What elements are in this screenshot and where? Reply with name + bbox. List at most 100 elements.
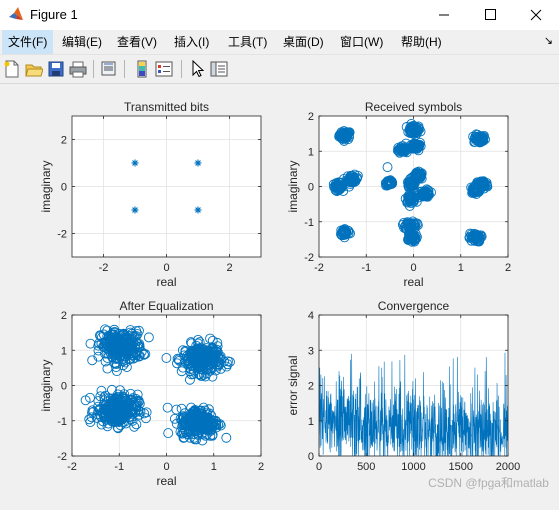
circle-marker bbox=[85, 338, 96, 349]
print-preview-icon[interactable] bbox=[100, 60, 118, 78]
pointer-icon[interactable] bbox=[188, 60, 206, 78]
circle-marker bbox=[380, 178, 391, 189]
close-icon bbox=[530, 9, 542, 21]
print-icon[interactable] bbox=[69, 60, 87, 78]
circle-marker bbox=[338, 186, 349, 196]
circle-marker bbox=[141, 407, 152, 418]
figure-canvas: -2 0 2 -2 0 2 Transmitted bits real imaginary -2-… bbox=[0, 84, 559, 505]
circle-marker bbox=[99, 395, 110, 406]
circle-marker bbox=[214, 359, 224, 370]
circle-marker bbox=[472, 231, 483, 242]
circle-marker bbox=[411, 139, 422, 150]
circle-marker bbox=[85, 392, 95, 403]
save-icon[interactable] bbox=[47, 60, 65, 78]
circle-marker bbox=[108, 350, 119, 361]
legend-icon[interactable] bbox=[155, 60, 173, 78]
window-title: Figure 1 bbox=[30, 7, 78, 22]
menu-desktop[interactable]: 桌面(D) bbox=[283, 35, 324, 49]
circle-marker bbox=[140, 413, 151, 424]
circle-marker bbox=[344, 127, 355, 138]
circle-marker bbox=[401, 144, 412, 155]
menu-edit[interactable]: 编辑(E) bbox=[62, 35, 102, 49]
circle-marker bbox=[184, 374, 195, 385]
x-tick-label: 2 bbox=[505, 262, 511, 274]
circle-marker bbox=[403, 228, 414, 239]
circle-marker bbox=[111, 366, 122, 377]
maximize-button[interactable] bbox=[467, 0, 513, 30]
x-tick-label: 0 bbox=[410, 262, 416, 274]
asterisk-marker bbox=[194, 206, 202, 214]
plot-title: After Equalization bbox=[119, 299, 213, 313]
circle-marker bbox=[214, 419, 225, 429]
circle-marker bbox=[184, 426, 195, 437]
x-axis-label: real bbox=[156, 275, 176, 289]
y-tick-label: 1 bbox=[308, 146, 314, 158]
circle-marker bbox=[476, 136, 487, 147]
circle-marker bbox=[126, 394, 137, 405]
circle-marker bbox=[410, 228, 421, 239]
circle-marker bbox=[413, 145, 424, 156]
y-tick-label: 3 bbox=[308, 345, 314, 357]
circle-marker bbox=[481, 179, 492, 190]
circle-marker bbox=[172, 358, 182, 369]
x-tick-label: 0 bbox=[316, 461, 322, 473]
menu-file[interactable]: 文件(F) bbox=[2, 30, 54, 54]
menu-insert[interactable]: 插入(I) bbox=[174, 35, 210, 49]
menu-tools[interactable]: 工具(T) bbox=[228, 35, 268, 49]
circle-marker bbox=[185, 432, 195, 443]
y-axis-label: imaginary bbox=[286, 160, 300, 212]
toolbar-separator bbox=[124, 60, 125, 78]
open-file-icon[interactable] bbox=[25, 60, 43, 78]
menu-help[interactable]: 帮助(H) bbox=[401, 35, 442, 49]
circle-marker bbox=[180, 345, 191, 356]
asterisk-marker bbox=[131, 206, 139, 214]
minimize-button[interactable] bbox=[421, 0, 467, 30]
circle-marker bbox=[131, 400, 142, 411]
circle-marker bbox=[206, 363, 217, 374]
circle-marker bbox=[99, 342, 110, 352]
menu-window[interactable]: 窗口(W) bbox=[340, 35, 384, 49]
circle-marker bbox=[347, 175, 358, 186]
circle-marker bbox=[185, 337, 196, 348]
circle-marker bbox=[479, 180, 490, 191]
title-bar[interactable]: Figure 1 bbox=[0, 0, 559, 30]
circle-marker bbox=[113, 394, 124, 405]
y-tick-label: -1 bbox=[57, 416, 67, 428]
circle-marker bbox=[190, 404, 200, 415]
y-tick-label: -2 bbox=[304, 252, 314, 264]
circle-marker bbox=[201, 412, 212, 423]
y-tick-label: 0 bbox=[61, 381, 67, 393]
circle-marker bbox=[412, 141, 423, 152]
circle-marker bbox=[183, 353, 194, 363]
menu-view[interactable]: 查看(V) bbox=[117, 35, 157, 49]
close-button[interactable] bbox=[513, 0, 559, 30]
circle-marker bbox=[200, 371, 211, 382]
y-axis-label: imaginary bbox=[39, 160, 53, 212]
data-layer bbox=[328, 118, 493, 247]
circle-marker bbox=[406, 193, 417, 204]
circle-marker bbox=[405, 180, 416, 191]
circle-marker bbox=[117, 414, 128, 425]
circle-marker bbox=[162, 402, 173, 413]
colorbar-icon[interactable] bbox=[133, 60, 151, 78]
circle-marker bbox=[102, 331, 113, 342]
circle-marker bbox=[119, 389, 130, 400]
new-figure-icon[interactable] bbox=[3, 60, 21, 78]
menu-overflow-arrow-icon[interactable]: ↘ bbox=[543, 35, 553, 47]
circle-marker bbox=[474, 137, 485, 148]
x-axis-label: real bbox=[156, 474, 176, 488]
circle-marker bbox=[409, 123, 420, 134]
circle-marker bbox=[101, 404, 112, 415]
circle-marker bbox=[205, 333, 216, 344]
circle-marker bbox=[131, 419, 142, 430]
circle-marker bbox=[219, 356, 230, 367]
circle-marker bbox=[404, 189, 415, 200]
error-series-line bbox=[319, 352, 508, 456]
circle-marker bbox=[186, 347, 197, 358]
property-inspector-icon[interactable] bbox=[210, 60, 228, 78]
circle-marker bbox=[402, 218, 413, 229]
y-tick-label: 2 bbox=[308, 381, 314, 393]
circle-marker bbox=[346, 177, 357, 188]
asterisk-marker bbox=[131, 159, 139, 167]
circle-marker bbox=[100, 412, 111, 423]
